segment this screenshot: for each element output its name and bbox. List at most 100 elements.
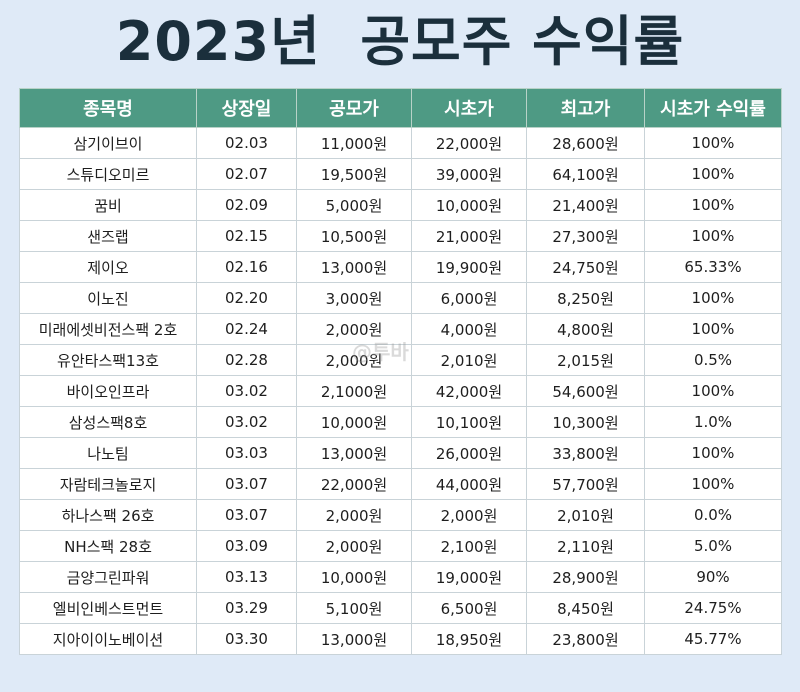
offer-price-cell: 2,1000원 — [296, 375, 412, 407]
opening-return-cell: 24.75% — [644, 592, 782, 624]
high-price-cell: 57,700원 — [526, 468, 645, 500]
opening-return-cell: 100% — [644, 282, 782, 314]
stock-name-cell: NH스팩 28호 — [19, 530, 197, 562]
stock-name-cell: 엘비인베스트먼트 — [19, 592, 197, 624]
opening-price-cell: 18,950원 — [411, 623, 527, 655]
offer-price-cell: 2,000원 — [296, 344, 412, 376]
table-row: 자람테크놀로지 03.07 22,000원 44,000원 57,700원 100% — [19, 468, 782, 500]
high-price-cell: 33,800원 — [526, 437, 645, 469]
table-row: 유안타스팩13호 02.28 2,000원 2,010원 2,015원 0.5% — [19, 344, 782, 376]
opening-return-cell: 100% — [644, 220, 782, 252]
high-price-cell: 27,300원 — [526, 220, 645, 252]
listing-date-cell: 03.07 — [196, 468, 297, 500]
listing-date-cell: 02.07 — [196, 158, 297, 190]
page-title: 2023년 공모주 수익률 — [115, 10, 685, 73]
opening-price-cell: 22,000원 — [411, 127, 527, 159]
opening-price-cell: 19,000원 — [411, 561, 527, 593]
listing-date-cell: 03.29 — [196, 592, 297, 624]
table-row: 삼기이브이 02.03 11,000원 22,000원 28,600원 100% — [19, 127, 782, 159]
high-price-cell: 4,800원 — [526, 313, 645, 345]
opening-price-cell: 10,000원 — [411, 189, 527, 221]
listing-date-cell: 02.15 — [196, 220, 297, 252]
opening-return-cell: 1.0% — [644, 406, 782, 438]
table-row: 엘비인베스트먼트 03.29 5,100원 6,500원 8,450원 24.75% — [19, 592, 782, 624]
stock-name-cell: 제이오 — [19, 251, 197, 283]
table-row: 미래에셋비전스팩 2호 02.24 2,000원 4,000원 4,800원 100% — [19, 313, 782, 345]
ipo-returns-table: 종목명 상장일 공모가 시초가 최고가 시초가 수익률 삼기이브이 02.03 11… — [19, 88, 782, 655]
listing-date-cell: 03.13 — [196, 561, 297, 593]
high-price-cell: 24,750원 — [526, 251, 645, 283]
high-price-cell: 28,600원 — [526, 127, 645, 159]
listing-date-cell: 02.24 — [196, 313, 297, 345]
opening-return-cell: 45.77% — [644, 623, 782, 655]
table-row: 이노진 02.20 3,000원 6,000원 8,250원 100% — [19, 282, 782, 314]
table-row: 샌즈랩 02.15 10,500원 21,000원 27,300원 100% — [19, 220, 782, 252]
table-row: 꿈비 02.09 5,000원 10,000원 21,400원 100% — [19, 189, 782, 221]
opening-price-cell: 39,000원 — [411, 158, 527, 190]
opening-price-cell: 2,000원 — [411, 499, 527, 531]
table-row: 하나스팩 26호 03.07 2,000원 2,000원 2,010원 0.0% — [19, 499, 782, 531]
offer-price-cell: 13,000원 — [296, 623, 412, 655]
opening-return-cell: 100% — [644, 375, 782, 407]
table-row: 지아이이노베이션 03.30 13,000원 18,950원 23,800원 45.77% — [19, 623, 782, 655]
opening-return-cell: 0.5% — [644, 344, 782, 376]
header-opening-price: 시초가 — [411, 88, 527, 128]
stock-name-cell: 이노진 — [19, 282, 197, 314]
high-price-cell: 21,400원 — [526, 189, 645, 221]
stock-name-cell: 삼성스팩8호 — [19, 406, 197, 438]
opening-return-cell: 5.0% — [644, 530, 782, 562]
opening-price-cell: 2,010원 — [411, 344, 527, 376]
high-price-cell: 23,800원 — [526, 623, 645, 655]
offer-price-cell: 5,000원 — [296, 189, 412, 221]
opening-price-cell: 4,000원 — [411, 313, 527, 345]
header-listing-date: 상장일 — [196, 88, 297, 128]
stock-name-cell: 바이오인프라 — [19, 375, 197, 407]
offer-price-cell: 10,500원 — [296, 220, 412, 252]
opening-price-cell: 44,000원 — [411, 468, 527, 500]
stock-name-cell: 유안타스팩13호 — [19, 344, 197, 376]
opening-return-cell: 100% — [644, 189, 782, 221]
table-row: 나노팀 03.03 13,000원 26,000원 33,800원 100% — [19, 437, 782, 469]
high-price-cell: 8,450원 — [526, 592, 645, 624]
stock-name-cell: 지아이이노베이션 — [19, 623, 197, 655]
offer-price-cell: 13,000원 — [296, 437, 412, 469]
stock-name-cell: 금양그린파워 — [19, 561, 197, 593]
table-row: 스튜디오미르 02.07 19,500원 39,000원 64,100원 100% — [19, 158, 782, 190]
high-price-cell: 10,300원 — [526, 406, 645, 438]
stock-name-cell: 삼기이브이 — [19, 127, 197, 159]
opening-return-cell: 100% — [644, 437, 782, 469]
offer-price-cell: 2,000원 — [296, 530, 412, 562]
stock-name-cell: 하나스팩 26호 — [19, 499, 197, 531]
opening-price-cell: 6,500원 — [411, 592, 527, 624]
offer-price-cell: 10,000원 — [296, 561, 412, 593]
header-stock-name: 종목명 — [19, 88, 197, 128]
table-row: 삼성스팩8호 03.02 10,000원 10,100원 10,300원 1.0% — [19, 406, 782, 438]
opening-return-cell: 100% — [644, 313, 782, 345]
table-row: NH스팩 28호 03.09 2,000원 2,100원 2,110원 5.0% — [19, 530, 782, 562]
opening-return-cell: 100% — [644, 468, 782, 500]
high-price-cell: 54,600원 — [526, 375, 645, 407]
opening-return-cell: 100% — [644, 158, 782, 190]
opening-price-cell: 10,100원 — [411, 406, 527, 438]
high-price-cell: 2,015원 — [526, 344, 645, 376]
listing-date-cell: 02.16 — [196, 251, 297, 283]
listing-date-cell: 03.07 — [196, 499, 297, 531]
opening-price-cell: 26,000원 — [411, 437, 527, 469]
high-price-cell: 64,100원 — [526, 158, 645, 190]
listing-date-cell: 02.09 — [196, 189, 297, 221]
stock-name-cell: 꿈비 — [19, 189, 197, 221]
offer-price-cell: 22,000원 — [296, 468, 412, 500]
header-high-price: 최고가 — [526, 88, 645, 128]
table-body: 삼기이브이 02.03 11,000원 22,000원 28,600원 100% 스튜디오미… — [19, 127, 782, 655]
listing-date-cell: 03.02 — [196, 406, 297, 438]
opening-price-cell: 19,900원 — [411, 251, 527, 283]
listing-date-cell: 03.30 — [196, 623, 297, 655]
opening-price-cell: 2,100원 — [411, 530, 527, 562]
table-row: 바이오인프라 03.02 2,1000원 42,000원 54,600원 100% — [19, 375, 782, 407]
opening-return-cell: 0.0% — [644, 499, 782, 531]
offer-price-cell: 2,000원 — [296, 313, 412, 345]
opening-return-cell: 90% — [644, 561, 782, 593]
high-price-cell: 8,250원 — [526, 282, 645, 314]
stock-name-cell: 미래에셋비전스팩 2호 — [19, 313, 197, 345]
